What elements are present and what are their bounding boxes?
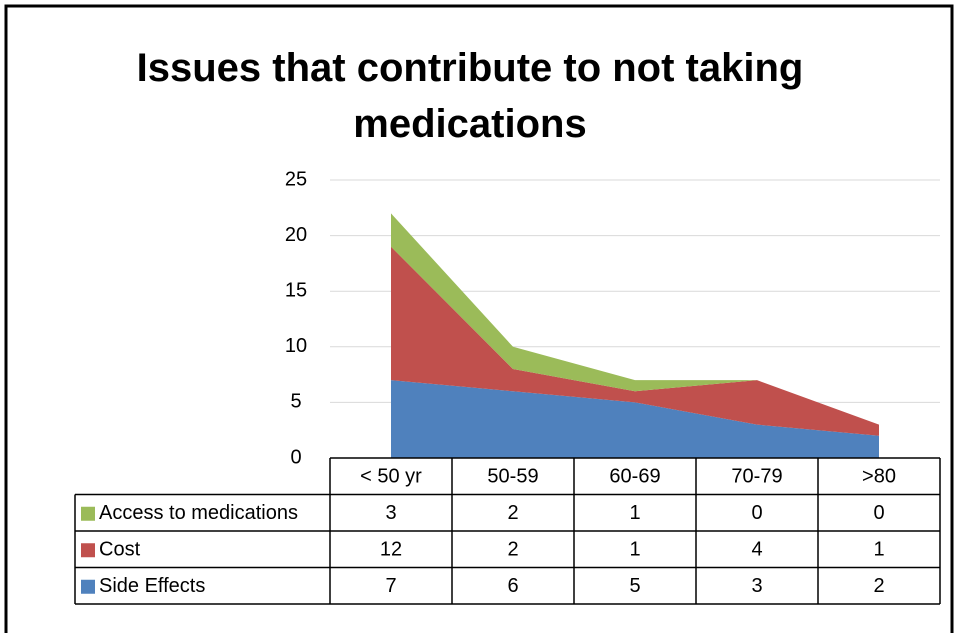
- legend-swatch: [81, 579, 95, 594]
- chart-title: Issues that contribute to not taking med…: [136, 46, 804, 146]
- table-value: 4: [751, 539, 762, 561]
- y-tick-label: 20: [285, 224, 307, 246]
- area: [391, 380, 879, 458]
- y-tick-label: 0: [290, 446, 301, 468]
- table-value: 1: [629, 502, 640, 524]
- chart-border: [4, 4, 954, 633]
- legend-label: Cost: [99, 539, 141, 561]
- legend-label: Access to medications: [99, 502, 298, 524]
- table-value: 1: [629, 539, 640, 561]
- area: [391, 246, 879, 436]
- legend-label: Side Effects: [99, 575, 205, 597]
- table-value: 6: [507, 575, 518, 597]
- x-tick-label: 60-69: [609, 466, 660, 488]
- legend-swatch: [81, 543, 95, 558]
- table-value: 12: [380, 539, 402, 561]
- y-tick-label: 25: [285, 168, 307, 190]
- table-value: 5: [629, 575, 640, 597]
- y-tick-label: 5: [290, 391, 301, 413]
- table-value: 1: [873, 539, 884, 561]
- y-tick-label: 10: [285, 335, 307, 357]
- x-tick-label: < 50 yr: [360, 466, 422, 488]
- x-tick-label: >80: [862, 466, 896, 488]
- y-tick-label: 15: [285, 279, 307, 301]
- table-value: 0: [873, 502, 884, 524]
- area: [391, 213, 879, 425]
- table-value: 3: [385, 502, 396, 524]
- x-tick-label: 50-59: [487, 466, 538, 488]
- table-value: 0: [751, 502, 762, 524]
- table-value: 7: [385, 575, 396, 597]
- table-value: 2: [507, 502, 518, 524]
- table-value: 2: [507, 539, 518, 561]
- legend-swatch: [81, 506, 95, 521]
- table-value: 2: [873, 575, 884, 597]
- table-value: 3: [751, 575, 762, 597]
- x-tick-label: 70-79: [731, 466, 782, 488]
